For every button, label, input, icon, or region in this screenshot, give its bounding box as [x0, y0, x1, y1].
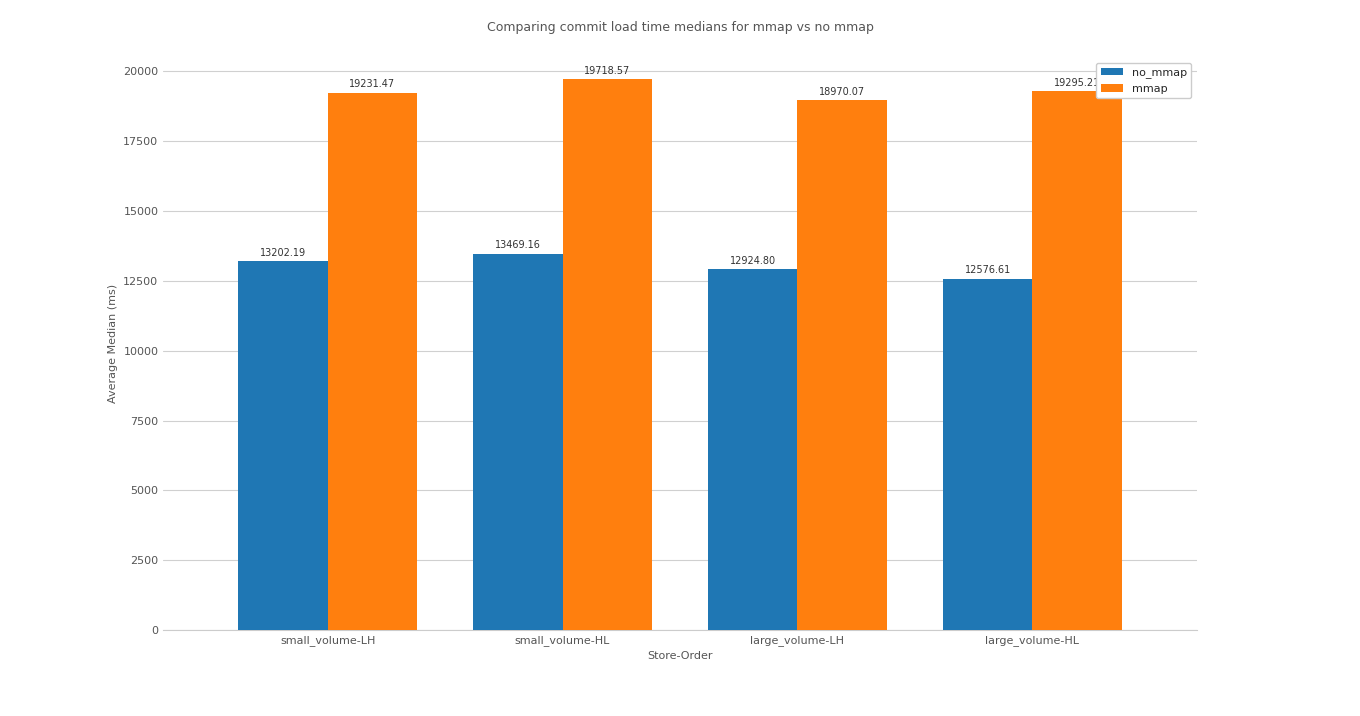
Bar: [1032, 91, 1122, 630]
Bar: [473, 253, 563, 630]
Text: 13202.19: 13202.19: [260, 248, 306, 258]
Text: 12924.80: 12924.80: [730, 256, 777, 266]
Bar: [563, 79, 651, 630]
Bar: [942, 279, 1032, 630]
Text: 18970.07: 18970.07: [819, 87, 865, 97]
X-axis label: Store-Order: Store-Order: [647, 652, 713, 662]
Bar: [238, 261, 328, 630]
Text: 19295.21: 19295.21: [1054, 77, 1100, 87]
Y-axis label: Average Median (ms): Average Median (ms): [107, 284, 118, 403]
Text: 19231.47: 19231.47: [350, 79, 396, 90]
Text: 12576.61: 12576.61: [964, 266, 1010, 276]
Bar: [709, 269, 797, 630]
Text: 19718.57: 19718.57: [583, 66, 630, 76]
Legend: no_mmap, mmap: no_mmap, mmap: [1096, 63, 1191, 98]
Text: 13469.16: 13469.16: [495, 241, 541, 251]
Bar: [328, 93, 418, 630]
Bar: [797, 100, 887, 630]
Text: Comparing commit load time medians for mmap vs no mmap: Comparing commit load time medians for m…: [487, 21, 873, 34]
